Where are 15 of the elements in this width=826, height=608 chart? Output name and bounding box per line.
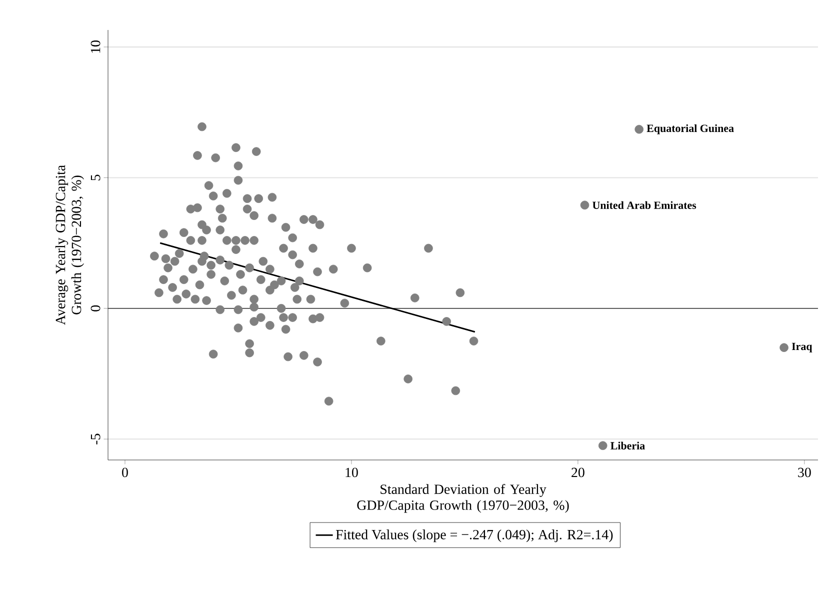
x-tick-label: 10 xyxy=(346,468,358,478)
y-tick-label: 5 xyxy=(90,174,100,180)
annotation: United Arab Emirates xyxy=(592,201,696,209)
annotation: Iraq xyxy=(792,342,812,352)
y-tick-label: -5 xyxy=(90,434,100,444)
legend-label: Fitted Values (slope = −.247 (.049); Adj. R2=.14) xyxy=(336,530,613,542)
y-tick-label: 0 xyxy=(90,305,100,312)
annotation: Liberia xyxy=(610,442,645,450)
annotation: Equatorial Guinea xyxy=(646,124,734,134)
y-axis-title: Average Yearly GDP/Capita Growth (1970−2003, %) xyxy=(55,165,84,325)
x-tick-label: 30 xyxy=(798,468,811,478)
x-tick-label: 20 xyxy=(572,468,584,478)
y-tick-label: 10 xyxy=(90,40,100,53)
x-tick-label: 0 xyxy=(122,468,128,478)
x-axis-title: Standard Deviation of Yearly GDP/Capita Growth (1970−2003, %) xyxy=(357,484,569,513)
